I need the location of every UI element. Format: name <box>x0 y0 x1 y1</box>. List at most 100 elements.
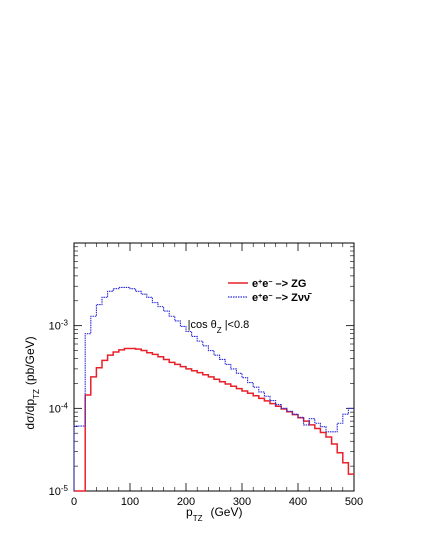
series-bin <box>214 354 220 356</box>
series-bin <box>119 286 125 288</box>
series-bin <box>281 407 287 409</box>
series-bin <box>186 368 192 370</box>
series-bin <box>208 350 214 352</box>
series-bin <box>332 443 338 445</box>
series-bin <box>158 306 164 308</box>
series-bin <box>102 359 108 361</box>
cos-theta-annotation: |cos θZ |<0.8 <box>188 319 250 335</box>
series-bin <box>292 413 298 415</box>
series-bin <box>326 436 332 438</box>
series-bin <box>208 376 214 378</box>
series-bin <box>113 288 119 290</box>
series-bin <box>264 400 270 402</box>
series-bin <box>85 394 91 396</box>
y-axis-label: dσ/dpTZ(pb/GeV) <box>23 336 41 429</box>
legend-label-znunu: e+e− –> Zνν̄ <box>252 292 312 304</box>
series-line <box>74 347 354 492</box>
series-bin <box>309 418 315 420</box>
series-bin <box>220 358 226 360</box>
series-bin <box>124 286 130 288</box>
series-bin <box>136 290 142 292</box>
series-bin <box>248 392 254 394</box>
series-bin <box>197 340 203 342</box>
y-tick-label: 10-4 <box>49 401 69 416</box>
series-bin <box>158 356 164 358</box>
series-bin <box>147 352 153 354</box>
series-bin <box>253 395 259 397</box>
y-tick-label: 10-3 <box>49 318 69 333</box>
series-bin <box>242 390 248 392</box>
x-tick-label: 100 <box>121 496 139 508</box>
series-bin <box>337 422 343 424</box>
series-bin <box>343 462 349 464</box>
series-bin <box>320 426 326 428</box>
series-bin <box>225 363 231 365</box>
series-bin <box>231 385 237 387</box>
series-bin <box>197 372 203 374</box>
series-bin <box>270 400 276 402</box>
series-bin <box>332 431 338 433</box>
series-bin <box>225 383 231 385</box>
series-bin <box>74 425 80 427</box>
x-tick-label: 0 <box>71 496 77 508</box>
series-bin <box>304 420 310 422</box>
series-bin <box>147 296 153 298</box>
series-bin <box>298 416 304 418</box>
series-bin <box>192 370 198 372</box>
series-bin <box>348 407 354 409</box>
series-bin <box>175 363 181 365</box>
series-bin <box>236 388 242 390</box>
series-line <box>73 286 354 491</box>
series-bin <box>96 367 102 369</box>
series-bin <box>348 473 354 475</box>
series-bin <box>315 422 321 424</box>
series-bin <box>276 404 282 406</box>
series-bin <box>141 293 147 295</box>
series-bin <box>80 425 86 427</box>
series-bin <box>180 366 186 368</box>
series-bin <box>270 403 276 405</box>
series-bin <box>175 320 181 322</box>
series-bin <box>203 374 209 376</box>
series-bin <box>320 432 326 434</box>
series-bin <box>248 382 254 384</box>
series-bin <box>169 361 175 363</box>
series-bin <box>96 304 102 306</box>
series-bin <box>326 431 332 433</box>
series-bin <box>169 315 175 317</box>
series-bin <box>152 353 158 355</box>
series-bin <box>220 381 226 383</box>
series-bin <box>192 335 198 337</box>
series-bin <box>164 358 170 360</box>
series-bin <box>80 490 86 492</box>
series-bin <box>130 347 136 349</box>
series-bin <box>141 350 147 352</box>
series-bin <box>259 391 265 393</box>
series-bin <box>242 377 248 379</box>
series-bin <box>315 428 321 430</box>
series-bin <box>337 452 343 454</box>
series-bin <box>74 490 80 492</box>
series-bin <box>164 310 170 312</box>
series-0 <box>74 347 354 492</box>
legend: e+e− –> ZG e+e− –> Zνν̄ <box>228 278 312 304</box>
series-bin <box>108 354 114 356</box>
series-bin <box>152 302 158 304</box>
series-bin <box>91 315 97 317</box>
series-bin <box>287 410 293 412</box>
series-bin <box>119 349 125 351</box>
y-tick-label: 10-5 <box>49 484 69 499</box>
series-bin <box>113 351 119 353</box>
series-bin <box>130 288 136 290</box>
legend-label-zg: e+e− –> ZG <box>252 278 306 290</box>
plot-frame <box>73 242 355 492</box>
series-bin <box>102 296 108 298</box>
series-1 <box>73 286 354 491</box>
series-bin <box>108 290 114 292</box>
series-bin <box>203 345 209 347</box>
series-bin <box>180 325 186 327</box>
series-bin <box>343 413 349 415</box>
series-bin <box>264 395 270 397</box>
series-bin <box>124 347 130 349</box>
